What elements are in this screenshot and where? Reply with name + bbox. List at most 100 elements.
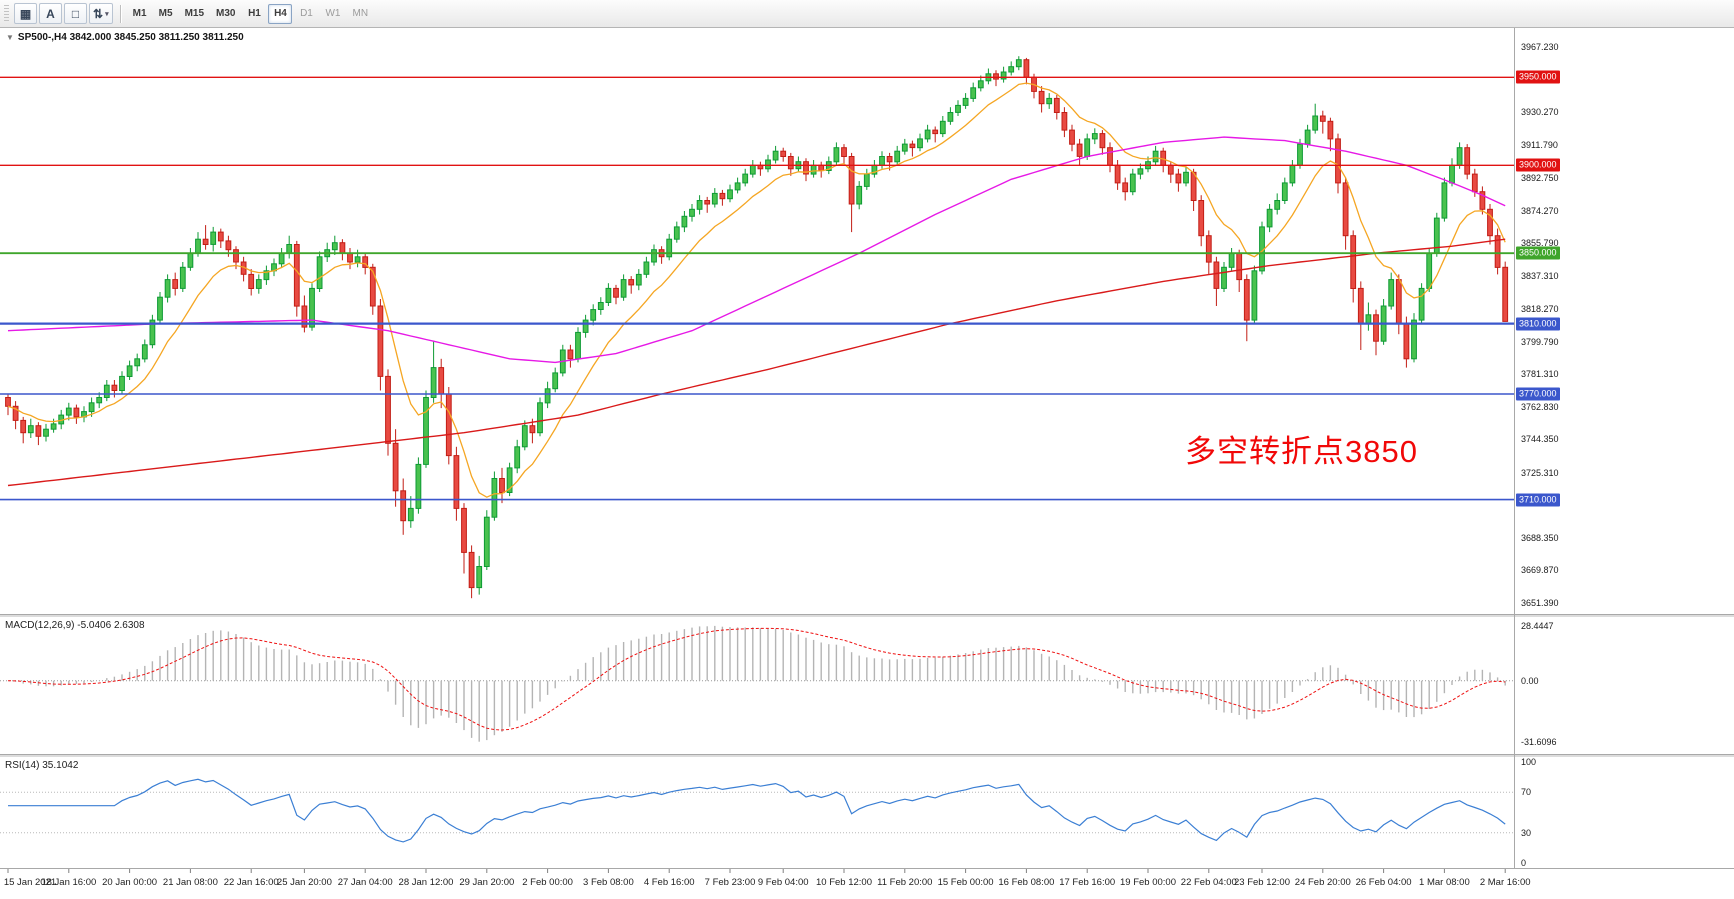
panel-splitter[interactable] [0, 614, 1734, 617]
macd-axis-label: 0.00 [1521, 675, 1539, 686]
ma-medium-line [7, 136, 1506, 364]
price-axis-label: 3725.310 [1521, 467, 1559, 478]
price-level-badge: 3850.000 [1516, 246, 1560, 260]
price-axis-label: 3837.310 [1521, 270, 1559, 281]
time-axis-label: 22 Feb 04:00 [1180, 877, 1237, 888]
time-axis-label: 9 Feb 04:00 [757, 877, 809, 888]
time-axis-label: 23 Feb 12:00 [1234, 877, 1290, 888]
toolbar-separator [119, 4, 121, 23]
macd-signal-line [7, 627, 1506, 731]
price-axis-label: 3911.790 [1521, 139, 1558, 150]
toolbar: ▦ A □ ⇅ ▾ M1 M5 M15 M30 H1 H4 D1 W1 MN [0, 0, 1734, 28]
time-axis-label: 11 Feb 20:00 [877, 877, 933, 888]
rsi-axis-label: 30 [1521, 827, 1532, 838]
timeframe-m30-button[interactable]: M30 [216, 8, 236, 19]
toolbar-grip[interactable] [4, 4, 9, 23]
time-axis-label: 1 Mar 08:00 [1419, 877, 1470, 888]
ohlc-readout: SP500-,H4 3842.000 3845.250 3811.250 381… [17, 32, 244, 43]
timeframe-m5-button[interactable]: M5 [158, 8, 173, 19]
time-axis-label: 7 Feb 23:00 [704, 877, 756, 888]
time-axis-label: 10 Feb 12:00 [816, 877, 872, 888]
rsi-axis-label: 70 [1521, 787, 1532, 798]
price-axis-label: 3688.350 [1521, 532, 1559, 543]
timeframe-w1-button[interactable]: W1 [325, 8, 341, 19]
rsi-label: RSI(14) 35.1042 [5, 760, 79, 771]
price-level-badge: 3950.000 [1516, 70, 1560, 84]
price-axis-label: 3892.750 [1521, 173, 1559, 183]
price-axis-label: 3818.270 [1521, 304, 1559, 315]
collapse-triangle-icon[interactable]: ▼ [6, 33, 14, 42]
price-axis-label: 3744.350 [1521, 434, 1559, 445]
time-axis[interactable]: 15 Jan 2021 18 Jan 16:00 20 Jan 00:00 21 Ja… [0, 868, 1734, 899]
price-level-badge: 3810.000 [1516, 317, 1560, 331]
price-axis-label: 3855.790 [1521, 238, 1559, 249]
price-axis-label: 3762.830 [1521, 401, 1559, 412]
price-axis-label: 3669.870 [1521, 565, 1559, 576]
price-axis-label: 3651.390 [1521, 597, 1559, 608]
timeframe-h1-button[interactable]: H1 [248, 8, 261, 19]
time-axis-label: 2 Feb 00:00 [522, 877, 573, 888]
time-axis-label: 22 Jan 16:00 [223, 877, 279, 888]
time-axis-label: 15 Feb 00:00 [937, 877, 994, 888]
cursor-arrows-button[interactable]: ⇅ ▾ [89, 3, 113, 24]
time-axis-label: 19 Feb 00:00 [1120, 877, 1176, 888]
time-axis-label: 15 Jan 2021 [3, 877, 57, 888]
timeframe-h4-button[interactable]: H4 [268, 3, 293, 24]
rsi-panel[interactable]: RSI(14) 35.1042 100 70 30 0 [0, 757, 1734, 868]
timeframe-m1-button[interactable]: M1 [132, 8, 147, 19]
macd-panel[interactable]: MACD(12,26,9) -5.0406 2.6308 28.4447 0.00… [0, 617, 1734, 754]
time-axis-label: 2 Mar 16:00 [1479, 877, 1531, 888]
time-axis-label: 26 Feb 04:00 [1355, 877, 1412, 888]
timeframe-buttons: M1 M5 M15 M30 H1 H4 D1 W1 MN [127, 3, 374, 24]
time-axis-label: 4 Feb 16:00 [643, 877, 695, 888]
time-axis-label: 16 Feb 08:00 [998, 877, 1055, 888]
price-level-badge: 3710.000 [1516, 493, 1560, 507]
chart-title: ▼ SP500-,H4 3842.000 3845.250 3811.250 3… [6, 32, 244, 43]
price-axis-label: 3874.270 [1521, 205, 1559, 216]
macd-histogram [14, 625, 1506, 742]
price-chart-panel[interactable]: ▼ SP500-,H4 3842.000 3845.250 3811.250 3… [0, 28, 1734, 614]
price-axis-label: 3799.790 [1521, 336, 1559, 347]
text-annotation-button[interactable]: A [39, 3, 62, 24]
charts-grid-button[interactable]: ▦ [14, 3, 37, 24]
rsi-axis-label: 100 [1521, 757, 1537, 767]
tool-buttons: ▦ A □ ⇅ ▾ [13, 3, 114, 24]
price-level-badge: 3770.000 [1516, 387, 1560, 401]
time-axis-label: 3 Feb 08:00 [583, 877, 634, 888]
macd-chart [0, 625, 1514, 742]
rsi-chart [0, 778, 1514, 843]
price-axis-label: 3781.310 [1521, 369, 1559, 380]
price-level-badge: 3900.000 [1516, 158, 1560, 172]
time-axis-label: 21 Jan 08:00 [162, 877, 218, 888]
time-axis-label: 25 Jan 20:00 [276, 877, 332, 888]
dropdown-caret-icon: ▾ [105, 10, 109, 18]
time-axis-label: 29 Jan 20:00 [459, 877, 515, 888]
ma-slow-line [7, 238, 1506, 487]
annotation-text: 多空转折点3850 [1185, 434, 1418, 469]
time-axis-label: 20 Jan 00:00 [102, 877, 158, 888]
time-axis-ticks [7, 869, 1506, 873]
panel-splitter[interactable] [0, 754, 1734, 757]
candles-layer [5, 56, 1509, 599]
rsi-axis-label: 0 [1521, 858, 1527, 868]
horizontal-levels-layer [0, 76, 1514, 501]
timeframe-mn-button[interactable]: MN [352, 8, 369, 19]
price-axis-label: 3967.230 [1521, 42, 1559, 52]
time-axis-label: 27 Jan 04:00 [337, 877, 393, 888]
macd-axis-label: -31.6096 [1521, 736, 1557, 747]
moving-averages-layer [7, 82, 1506, 498]
candlestick-chart[interactable] [0, 28, 1514, 614]
ma-fast-line [7, 82, 1506, 498]
macd-label: MACD(12,26,9) -5.0406 2.6308 [5, 620, 145, 631]
timeframe-d1-button[interactable]: D1 [300, 8, 313, 19]
time-axis-label: 18 Jan 16:00 [41, 877, 97, 888]
axis-separator-line [1514, 28, 1515, 868]
rsi-line [8, 778, 1506, 843]
object-box-button[interactable]: □ [64, 3, 87, 24]
time-axis-label: 28 Jan 12:00 [398, 877, 454, 888]
time-axis-label: 24 Feb 20:00 [1294, 877, 1351, 888]
price-axis-label: 3930.270 [1521, 107, 1559, 117]
time-axis-label: 17 Feb 16:00 [1059, 877, 1116, 888]
timeframe-m15-button[interactable]: M15 [184, 8, 205, 19]
